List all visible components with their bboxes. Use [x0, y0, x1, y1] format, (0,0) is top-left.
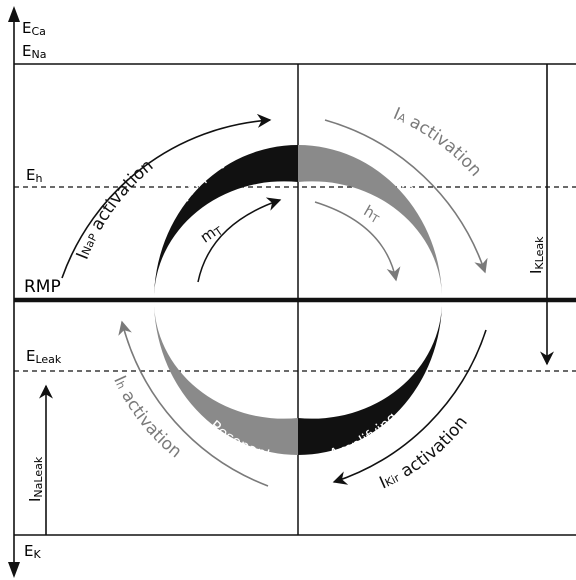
ht-arrow [314, 201, 401, 282]
eca-label: ECa [22, 19, 46, 38]
resonant-segment-top [298, 145, 443, 300]
resonant-segment-bottom [153, 300, 298, 455]
eh-label: Eh [26, 166, 42, 185]
mt-arrow [197, 197, 282, 283]
inap-arrow [61, 113, 272, 279]
inap-label: INaP activation [73, 156, 158, 263]
voltage-axis [8, 6, 20, 578]
axis-arrow-down-icon [8, 562, 20, 578]
eleak-label: ELeak [26, 347, 62, 366]
ikleak-label: IKLeak [527, 236, 546, 274]
ikir-arrow [332, 329, 487, 485]
mt-label: mT [197, 219, 226, 247]
axis-arrow-up-icon [8, 6, 20, 22]
amplifying-segment-bottom [298, 300, 443, 455]
ih-label: Ih activation [109, 373, 185, 463]
inaleak-label: INaLeak [26, 456, 45, 502]
leak-currents: IKLeak INaLeak [26, 64, 554, 535]
ht-label: hT [360, 202, 384, 227]
amplifying-segment-top [153, 145, 298, 300]
ia-arrow [324, 119, 488, 274]
ena-label: ENa [22, 42, 46, 61]
gating-arrows: mT hT [197, 197, 401, 283]
ih-arrow [118, 320, 269, 487]
ek-label: EK [24, 542, 41, 561]
axis-labels: ECa ENa Eh RMP ELeak EK [22, 19, 62, 561]
frame [14, 63, 576, 536]
rmp-label: RMP [24, 277, 61, 297]
